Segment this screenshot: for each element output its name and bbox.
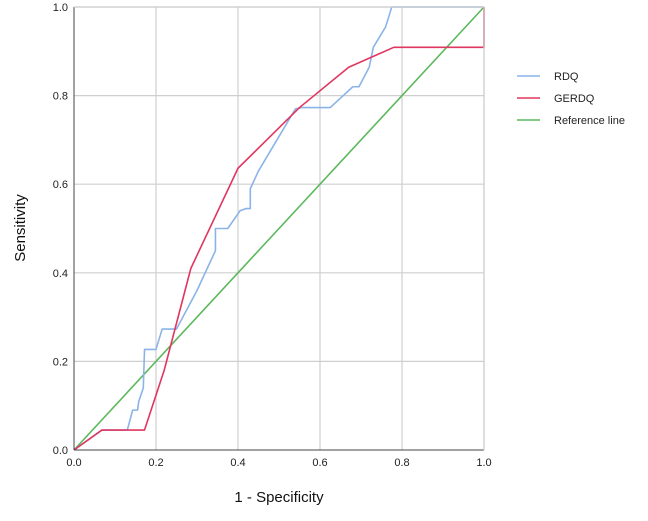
series-line-gerdq [73, 7, 485, 451]
y-tick-label: 1.0 [53, 2, 68, 14]
legend: RDQ GERDQ Reference line [517, 71, 625, 127]
y-tick-label: 0.4 [53, 268, 68, 280]
axes [73, 6, 485, 451]
x-tick-label: 0.4 [230, 457, 245, 469]
x-tick-label: 0.8 [394, 457, 409, 469]
x-tick-label: 0.2 [148, 457, 163, 469]
series-line-reference-line [73, 6, 485, 451]
tick-labels: 0.0 0.2 0.4 0.6 0.8 1.0 0.0 0.2 0.4 0.6 0.8 1.0 [53, 2, 492, 469]
legend-label: GERDQ [554, 93, 595, 105]
legend-label: Reference line [554, 115, 625, 127]
x-axis-title: 1 - Specificity [234, 489, 324, 506]
x-tick-label: 0.0 [66, 457, 81, 469]
x-tick-label: 0.6 [312, 457, 327, 469]
y-tick-label: 0.2 [53, 356, 68, 368]
series-lines [73, 6, 485, 451]
y-tick-label: 0.8 [53, 91, 68, 103]
x-tick-label: 1.0 [476, 457, 491, 469]
y-axis-title: Sensitivity [12, 194, 29, 262]
y-tick-label: 0.6 [53, 179, 68, 191]
legend-label: RDQ [554, 71, 579, 83]
series-line-rdq [73, 6, 484, 451]
y-tick-label: 0.0 [53, 445, 68, 457]
